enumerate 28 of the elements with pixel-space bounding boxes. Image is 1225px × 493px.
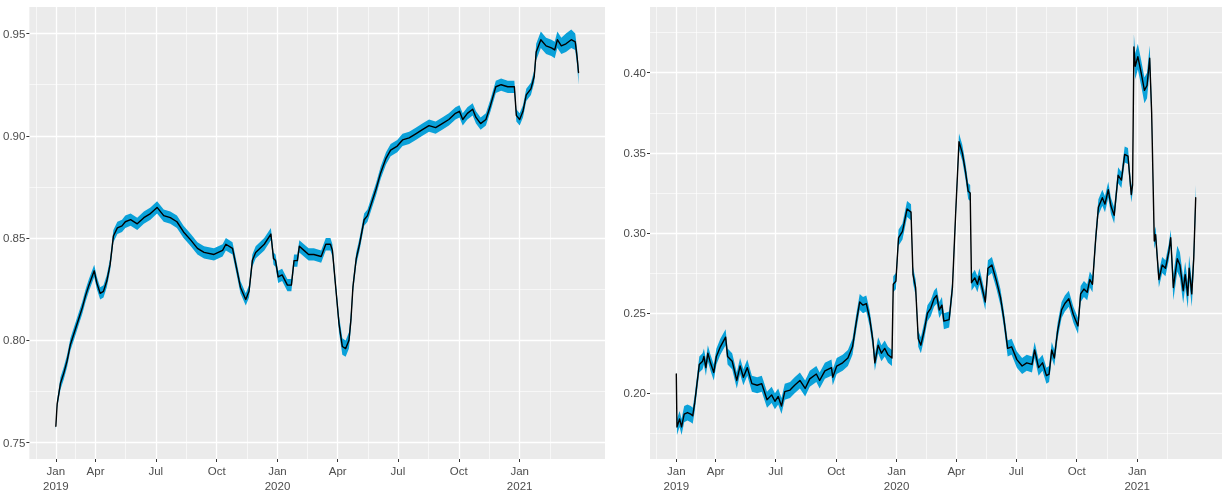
x-tick-label: Apr: [706, 464, 725, 477]
y-tick-label: 0.75: [2, 436, 26, 449]
y-tick-label: 0.35: [623, 146, 646, 159]
x-tick-label: Jul: [1008, 464, 1024, 477]
y-tick-label: 0.30: [623, 227, 646, 239]
y-tick-label: 0.80: [2, 334, 26, 347]
y-tick-label: 0.40: [623, 66, 646, 79]
x-tick-label: Oct: [207, 464, 227, 477]
x-tick-label: Apr: [86, 464, 105, 477]
x-tick-label: Oct: [1067, 464, 1087, 477]
x-tick-label: Oct: [827, 464, 846, 477]
y-tick-label: 0.20: [623, 387, 646, 400]
x-tick-label: Jul: [148, 464, 164, 477]
x-tick-label: Jul: [768, 464, 783, 477]
x-tick-label: Jan 2020: [883, 464, 910, 492]
y-tick-label: 0.95: [2, 27, 26, 40]
x-tick-label: Jan 2021: [1124, 464, 1150, 492]
x-tick-label: Jan 2020: [264, 464, 291, 492]
x-tick-label: Oct: [449, 464, 469, 477]
x-tick-label: Apr: [328, 464, 347, 477]
x-tick-label: Jan 2019: [663, 464, 690, 492]
x-tick-label: Apr: [947, 464, 966, 477]
x-tick-label: Jul: [390, 464, 406, 477]
y-tick-label: 0.25: [623, 307, 646, 320]
x-tick-label: Jan 2019: [43, 464, 69, 492]
x-tick-label: Jan 2021: [506, 464, 533, 492]
y-tick-label: 0.90: [2, 129, 26, 142]
y-tick-label: 0.85: [2, 232, 26, 245]
